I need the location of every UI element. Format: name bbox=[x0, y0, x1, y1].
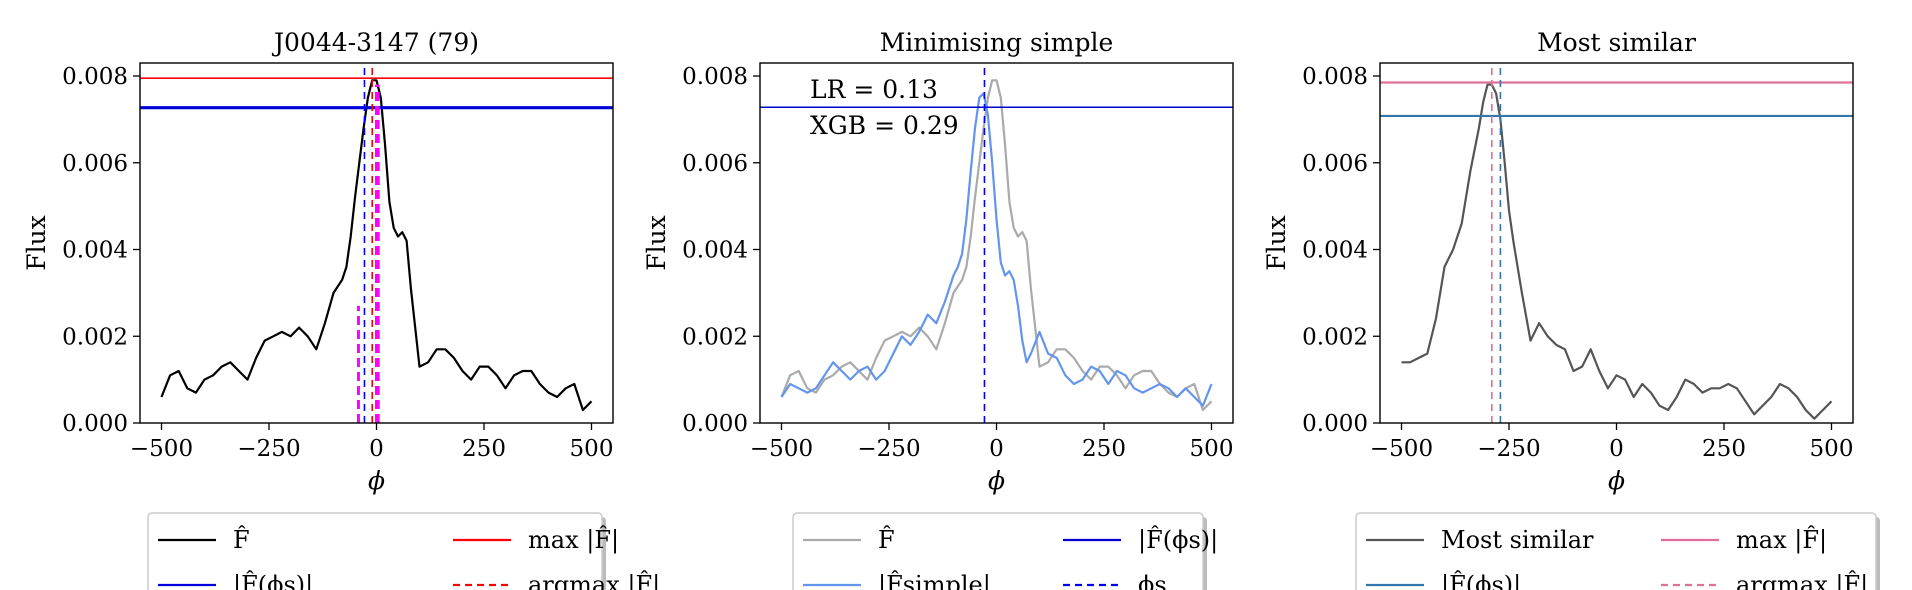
legend-label: F̂ bbox=[233, 526, 250, 554]
series-line-1 bbox=[160, 79, 593, 412]
x-tick-label: −250 bbox=[237, 436, 300, 462]
legend-label: Most similar bbox=[1441, 526, 1594, 554]
x-tick-label: 0 bbox=[369, 436, 384, 462]
y-tick-label: 0.006 bbox=[682, 151, 748, 177]
y-tick-label: 0.000 bbox=[62, 411, 128, 437]
chart-panel-3: Most similar −500 −250 0 250 500 0.000 0.002 0.0… bbox=[1262, 28, 1880, 590]
legend-label: ϕs bbox=[1138, 571, 1167, 590]
x-tick-label: 500 bbox=[1810, 436, 1854, 462]
annotation-text: LR = 0.13 bbox=[810, 75, 938, 104]
y-tick-label: 0.008 bbox=[62, 64, 128, 90]
legend: F̂ |F̂(ϕs)| |F̂simple| ϕs bbox=[792, 512, 1218, 590]
y-axis-label: Flux bbox=[642, 215, 671, 271]
y-tick-label: 0.006 bbox=[1302, 151, 1368, 177]
y-axis-label: Flux bbox=[1262, 215, 1291, 271]
y-tick-label: 0.008 bbox=[1302, 64, 1368, 90]
y-tick-label: 0.000 bbox=[1302, 411, 1368, 437]
legend-label: |F̂simple| bbox=[878, 571, 991, 590]
y-tick-label: 0.004 bbox=[682, 238, 748, 264]
series-line-2 bbox=[780, 92, 1213, 407]
legend-label: |F̂(ϕs)| bbox=[233, 571, 313, 590]
x-tick-label: 500 bbox=[570, 436, 614, 462]
y-tick-label: 0.000 bbox=[682, 411, 748, 437]
x-tick-label: 0 bbox=[1609, 436, 1624, 462]
y-tick-label: 0.008 bbox=[682, 64, 748, 90]
chart-panel-2: Minimising simple −500 −250 0 250 500 0.000 0.0… bbox=[642, 28, 1234, 590]
x-tick-label: 500 bbox=[1190, 436, 1234, 462]
y-tick-label: 0.004 bbox=[62, 238, 128, 264]
legend-label: |F̂(ϕs)| bbox=[1138, 526, 1218, 555]
x-tick-label: −250 bbox=[857, 436, 920, 462]
x-tick-label: −500 bbox=[750, 436, 813, 462]
legend-label: argmax |F̂| bbox=[1736, 571, 1868, 590]
chart-title: Most similar bbox=[1537, 28, 1696, 57]
chart-panel-1: J0044-3147 (79) −500 −250 0 250 500 0.000 0.002… bbox=[22, 28, 660, 590]
y-tick-label: 0.002 bbox=[682, 324, 748, 350]
legend-label: max |F̂| bbox=[528, 526, 619, 555]
y-axis-label: Flux bbox=[22, 215, 51, 271]
legend-label: argmax |F̂| bbox=[528, 571, 660, 590]
chart-title: J0044-3147 (79) bbox=[271, 28, 479, 57]
legend-label: F̂ bbox=[878, 526, 895, 554]
legend: F̂ max |F̂| |F̂(ϕs)| argmax |F̂| bbox=[147, 512, 660, 590]
x-tick-label: −250 bbox=[1477, 436, 1540, 462]
legend-label: |F̂(ϕs)| bbox=[1441, 571, 1521, 590]
x-axis-label: ϕ bbox=[368, 466, 385, 495]
x-tick-label: −500 bbox=[130, 436, 193, 462]
y-tick-label: 0.002 bbox=[1302, 324, 1368, 350]
plot-area bbox=[760, 63, 1233, 423]
x-axis-label: ϕ bbox=[1608, 466, 1625, 495]
plot-area bbox=[1380, 63, 1853, 423]
axes-frame bbox=[139, 62, 614, 424]
series-line-1 bbox=[780, 79, 1213, 412]
chart-title: Minimising simple bbox=[880, 28, 1114, 57]
y-tick-label: 0.002 bbox=[62, 324, 128, 350]
x-axis-label: ϕ bbox=[988, 466, 1005, 495]
legend: Most similar max |F̂| |F̂(ϕs)| argmax |F̂| bbox=[1355, 512, 1880, 590]
x-tick-label: −500 bbox=[1370, 436, 1433, 462]
x-tick-label: 250 bbox=[1702, 436, 1746, 462]
y-tick-label: 0.004 bbox=[1302, 238, 1368, 264]
annotation-text: XGB = 0.29 bbox=[810, 111, 959, 140]
x-tick-label: 0 bbox=[989, 436, 1004, 462]
y-tick-label: 0.006 bbox=[62, 151, 128, 177]
x-tick-label: 250 bbox=[462, 436, 506, 462]
x-tick-label: 250 bbox=[1082, 436, 1126, 462]
legend-label: max |F̂| bbox=[1736, 526, 1827, 555]
plot-area bbox=[140, 63, 613, 423]
series-line-1 bbox=[1401, 83, 1833, 420]
